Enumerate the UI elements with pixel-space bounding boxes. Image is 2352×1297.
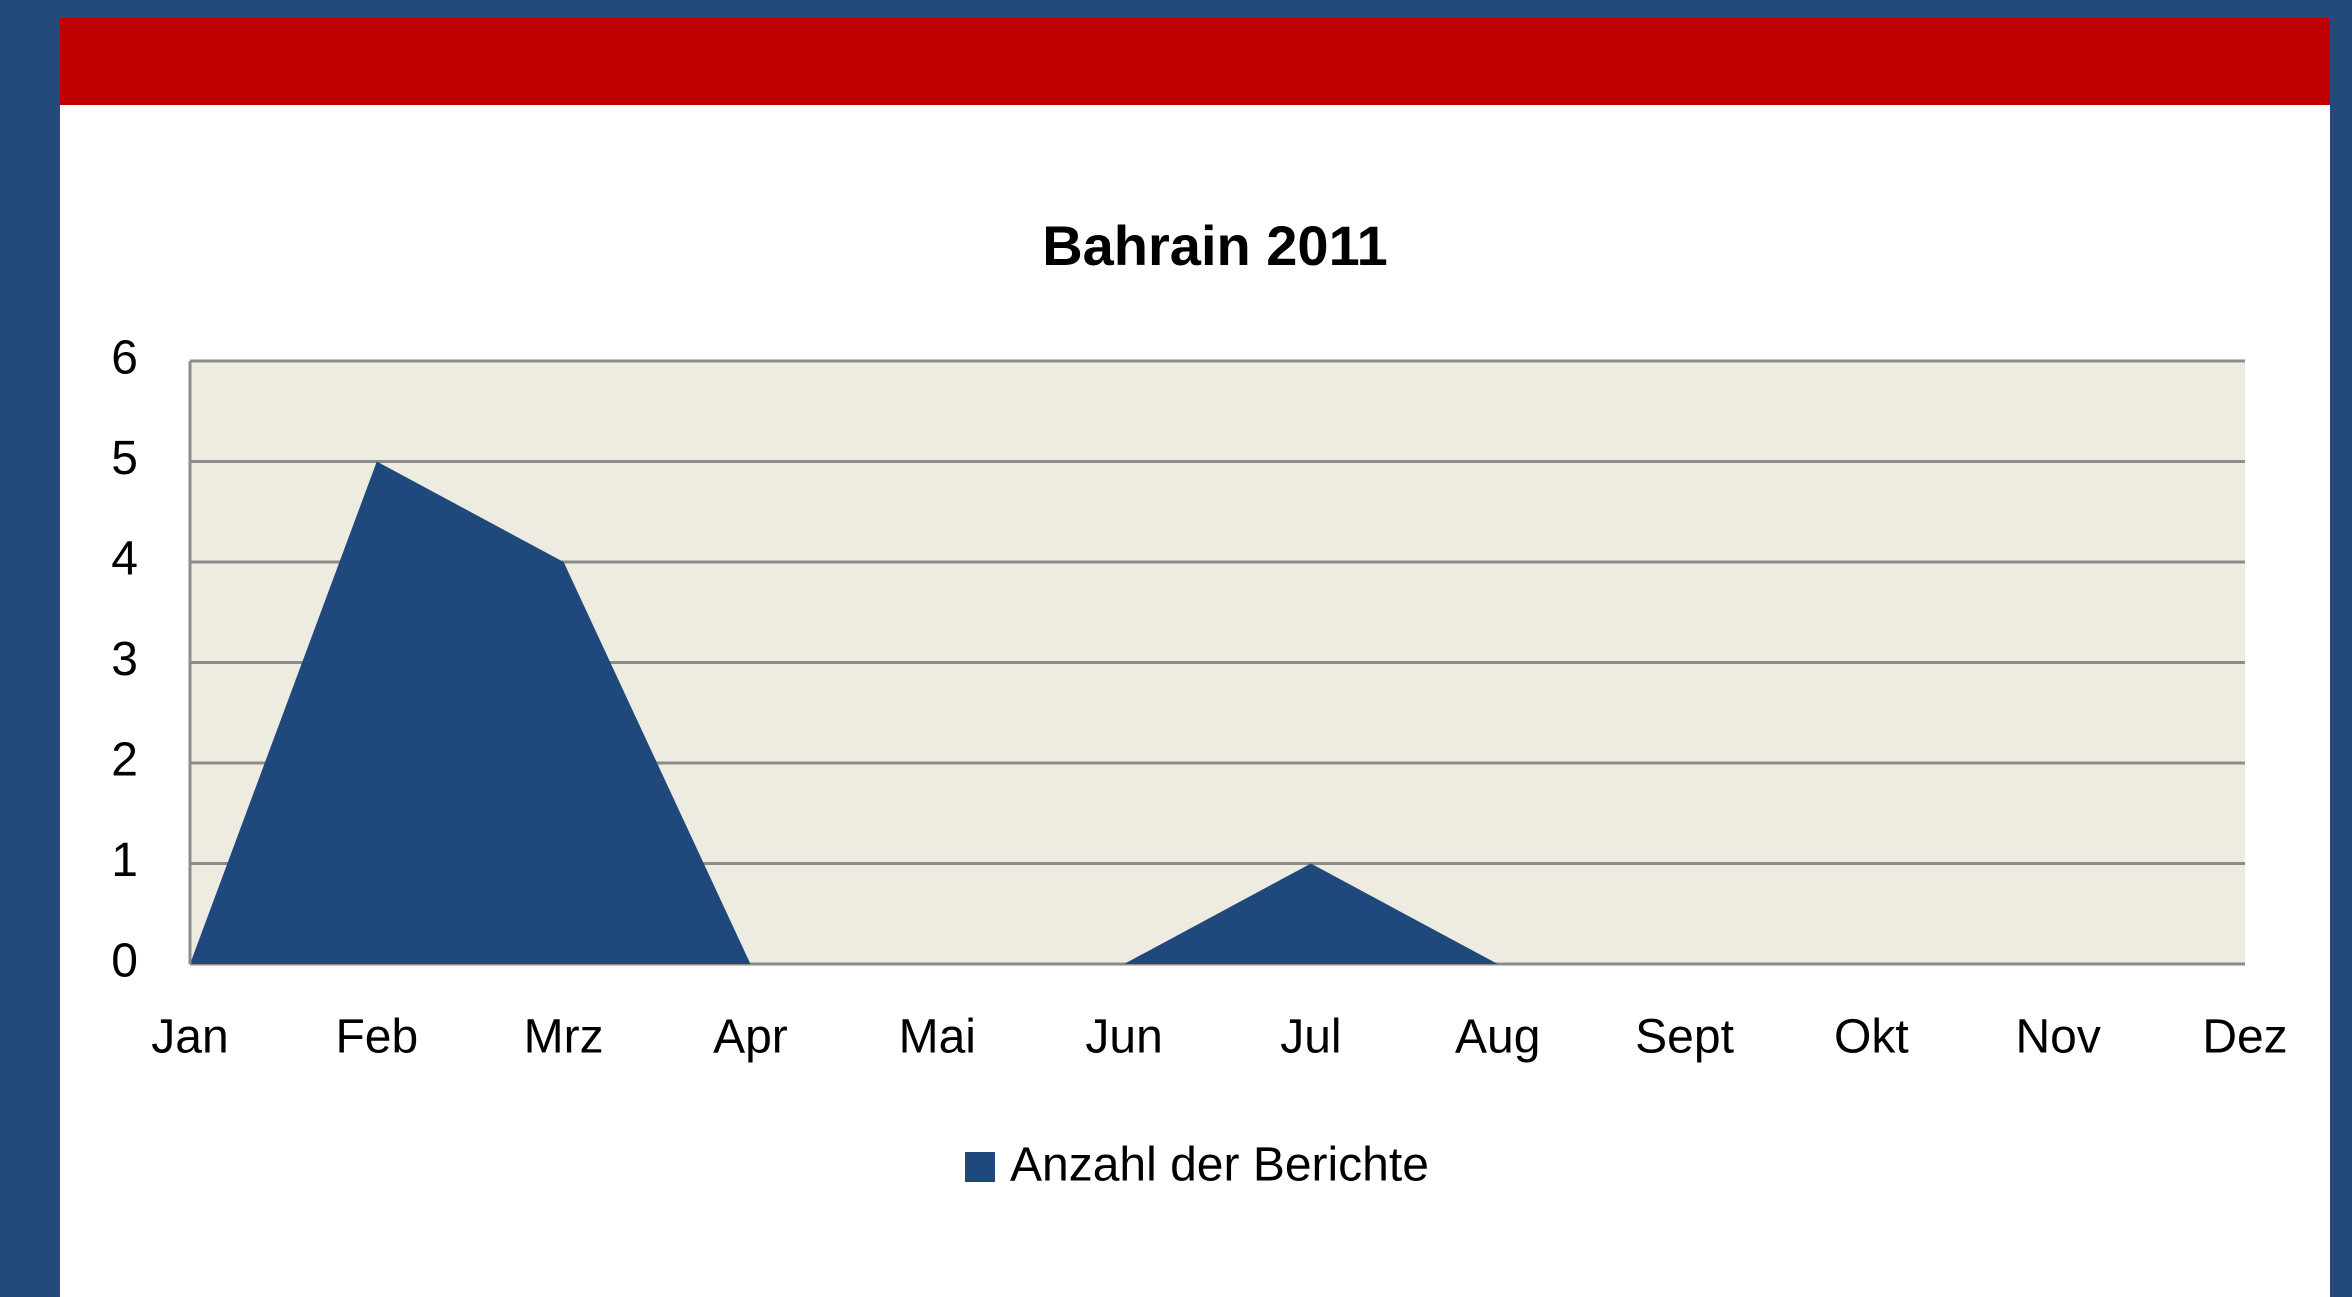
- x-tick-label: Sept: [1635, 1011, 1734, 1064]
- x-tick-label: Feb: [335, 1011, 418, 1064]
- x-tick-label: Dez: [2202, 1011, 2287, 1064]
- x-tick-label: Nov: [2016, 1011, 2101, 1064]
- x-tick-label: Okt: [1834, 1011, 1909, 1064]
- x-tick-label: Aug: [1455, 1011, 1540, 1064]
- x-tick-label: Apr: [713, 1011, 788, 1064]
- legend-label: Anzahl der Berichte: [1010, 1139, 1429, 1192]
- y-tick-label: 0: [111, 935, 138, 988]
- x-tick-label: Jun: [1085, 1011, 1162, 1064]
- x-tick-label: Mrz: [524, 1011, 604, 1064]
- x-tick-label: Jan: [151, 1011, 228, 1064]
- area: [190, 461, 2245, 964]
- header-bar: [60, 18, 2330, 105]
- y-tick-label: 4: [111, 533, 138, 586]
- y-tick-label: 5: [111, 432, 138, 485]
- chart-title: Bahrain 2011: [1042, 214, 1388, 277]
- y-tick-label: 6: [111, 332, 138, 385]
- x-tick-label: Jul: [1280, 1011, 1341, 1064]
- legend-swatch: [965, 1152, 995, 1182]
- y-tick-label: 2: [111, 734, 138, 787]
- y-tick-label: 3: [111, 633, 138, 686]
- x-tick-label: Mai: [899, 1011, 976, 1064]
- y-tick-label: 1: [111, 834, 138, 887]
